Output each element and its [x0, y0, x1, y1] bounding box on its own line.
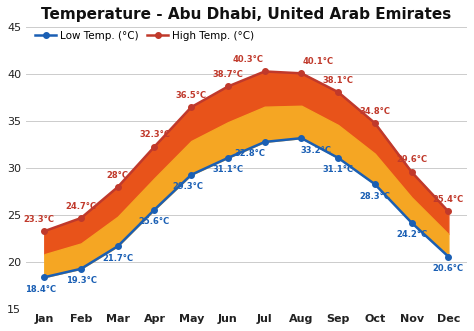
Text: 40.1°C: 40.1°C [302, 57, 334, 66]
Text: 38.1°C: 38.1°C [323, 75, 354, 85]
Title: Temperature - Abu Dhabi, United Arab Emirates: Temperature - Abu Dhabi, United Arab Emi… [41, 7, 451, 22]
Text: 24.7°C: 24.7°C [65, 202, 97, 211]
Text: 29.6°C: 29.6°C [396, 156, 427, 165]
Text: 28.3°C: 28.3°C [359, 192, 391, 201]
Text: 31.1°C: 31.1°C [212, 166, 244, 174]
Text: 32.3°C: 32.3°C [139, 130, 170, 139]
Text: 25.4°C: 25.4°C [433, 195, 464, 204]
Text: 20.6°C: 20.6°C [433, 264, 464, 273]
Text: 23.3°C: 23.3°C [23, 215, 55, 224]
Text: 24.2°C: 24.2°C [396, 230, 427, 239]
Text: 31.1°C: 31.1°C [323, 166, 354, 174]
Text: 25.6°C: 25.6°C [139, 217, 170, 226]
Text: 28°C: 28°C [107, 170, 129, 179]
Text: 33.2°C: 33.2°C [301, 146, 332, 155]
Legend: Low Temp. (°C), High Temp. (°C): Low Temp. (°C), High Temp. (°C) [31, 27, 258, 45]
Text: 40.3°C: 40.3°C [233, 55, 264, 64]
Text: 18.4°C: 18.4°C [25, 285, 56, 294]
Text: 21.7°C: 21.7°C [102, 254, 133, 263]
Text: 29.3°C: 29.3°C [172, 182, 203, 191]
Text: 34.8°C: 34.8°C [359, 107, 391, 116]
Text: 38.7°C: 38.7°C [212, 70, 244, 79]
Text: 32.8°C: 32.8°C [235, 149, 265, 159]
Text: 19.3°C: 19.3°C [65, 276, 97, 285]
Text: 36.5°C: 36.5°C [176, 91, 207, 100]
